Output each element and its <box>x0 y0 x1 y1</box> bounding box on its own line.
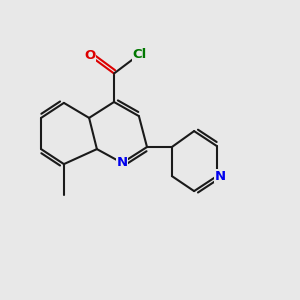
Text: N: N <box>215 169 226 183</box>
Text: N: N <box>116 156 128 170</box>
Text: O: O <box>84 49 96 62</box>
Text: Cl: Cl <box>132 48 147 61</box>
